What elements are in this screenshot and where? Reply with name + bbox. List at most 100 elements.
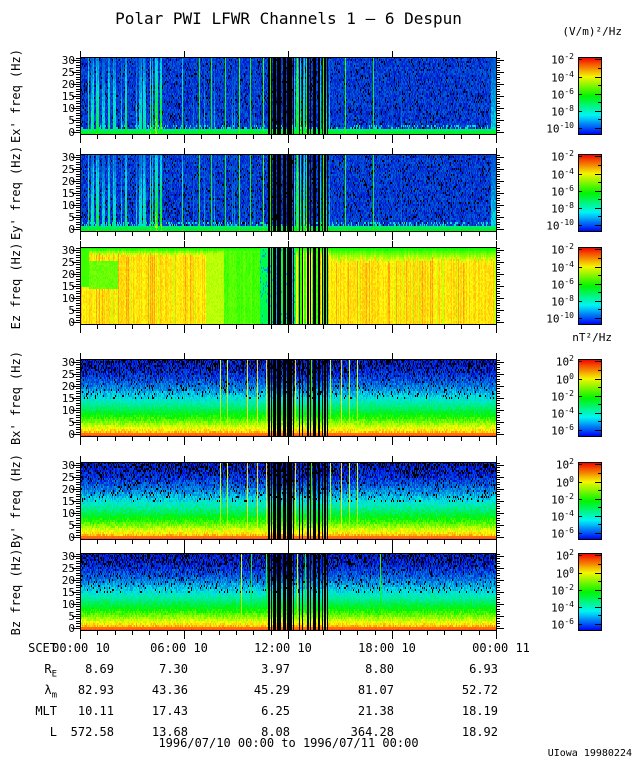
colorbar-tick-label: 100	[555, 474, 574, 490]
colorbar-tick-label: 102	[555, 548, 574, 563]
colorbar-tick-label: 10-2	[551, 242, 574, 257]
y-tick-label: 15	[61, 187, 75, 200]
y-tick-label: 15	[61, 495, 75, 508]
colorbar-tick-label: 10-10	[546, 217, 574, 233]
colorbar-tick-label: 10-2	[551, 388, 574, 404]
spectrogram-panel-by	[72, 456, 505, 548]
y-tick-label: 0	[68, 126, 75, 139]
colorbar-tick-label: 10-4	[551, 508, 574, 524]
ephemeris-value: 21.38	[357, 704, 394, 718]
y-tick-label: 30	[61, 550, 75, 563]
y-tick-label: 5	[68, 114, 75, 127]
colorbar-tick-label: 10-4	[551, 166, 574, 182]
ephemeris-value: 572.58	[70, 725, 114, 739]
y-tick-label: 20	[61, 574, 75, 587]
y-tick-label: 25	[61, 471, 75, 484]
y-tick-label: 10	[61, 598, 75, 611]
x-tick-label: 00:00 10	[52, 641, 110, 655]
colorbar-tick-label: 10-8	[551, 103, 574, 119]
colorbar-tick-label: 10-10	[546, 120, 574, 136]
y-tick-label: 30	[61, 54, 75, 67]
y-tick-label: 10	[61, 199, 75, 212]
y-tick-label: 5	[68, 519, 75, 532]
y-tick-label: 25	[61, 163, 75, 176]
ephemeris-value: 18.19	[461, 704, 498, 718]
ephemeris-row-label-r: RE	[44, 662, 57, 680]
x-tick-label: 06:00 10	[150, 641, 208, 655]
ephemeris-value: 8.80	[365, 662, 394, 676]
y-tick-label: 10	[61, 404, 75, 417]
colorbar-tick-label: 10-10	[546, 310, 574, 326]
colorbar-tick-label: 10-6	[551, 422, 574, 438]
spectrogram-panel-ez	[72, 241, 505, 333]
ephemeris-value: 3.97	[261, 662, 290, 676]
colorbar-tick-label: 102	[555, 354, 574, 369]
ephemeris-value: 45.29	[253, 683, 290, 697]
y-tick-label: 10	[61, 102, 75, 115]
y-tick-label: 0	[68, 223, 75, 236]
spectrogram-panel-ex	[72, 51, 505, 143]
ephemeris-value: 81.07	[357, 683, 394, 697]
colorbar-tick-label: 10-2	[551, 52, 574, 67]
colorbar-tick-label: 10-4	[551, 259, 574, 275]
time-range-label: 1996/07/10 00:00 to 1996/07/11 00:00	[158, 736, 419, 750]
x-tick-label: 12:00 10	[254, 641, 312, 655]
y-tick-label: 5	[68, 610, 75, 623]
y-tick-label: 30	[61, 244, 75, 257]
ephemeris-value: 52.72	[461, 683, 498, 697]
colorbar-bz	[578, 553, 602, 631]
y-tick-label: 20	[61, 380, 75, 393]
colorbar-tick-label: 10-6	[551, 183, 574, 199]
y-tick-label: 25	[61, 66, 75, 79]
y-tick-label: 0	[68, 428, 75, 441]
colorbar-tick-label: 10-2	[551, 149, 574, 164]
y-tick-label: 15	[61, 280, 75, 293]
y-axis-label-bx: Bx' freq (Hz)	[9, 351, 23, 445]
y-tick-label: 30	[61, 151, 75, 164]
colorbar-ey	[578, 154, 602, 232]
y-tick-label: 0	[68, 531, 75, 544]
colorbar-tick-label: 10-2	[551, 582, 574, 598]
ephemeris-value: 7.30	[159, 662, 188, 676]
y-axis-label-ey: Ey' freq (Hz)	[9, 146, 23, 240]
y-tick-label: 15	[61, 90, 75, 103]
colorbar-ex	[578, 57, 602, 135]
ephemeris-value: 8.69	[85, 662, 114, 676]
ephemeris-value: 82.93	[77, 683, 114, 697]
y-tick-label: 25	[61, 256, 75, 269]
colorbar-tick-label: 10-4	[551, 69, 574, 85]
colorbar-tick-label: 100	[555, 565, 574, 581]
colorbar-by	[578, 462, 602, 540]
ephemeris-value: 13.68	[151, 725, 188, 739]
y-tick-label: 15	[61, 392, 75, 405]
y-tick-label: 15	[61, 586, 75, 599]
colorbar-bx	[578, 359, 602, 437]
y-tick-label: 10	[61, 507, 75, 520]
y-tick-label: 30	[61, 459, 75, 472]
y-tick-label: 5	[68, 211, 75, 224]
y-tick-label: 20	[61, 175, 75, 188]
colorbar-tick-label: 10-4	[551, 599, 574, 615]
y-tick-label: 25	[61, 368, 75, 381]
x-tick-label: 00:00 11	[472, 641, 530, 655]
colorbar-tick-label: 10-6	[551, 276, 574, 292]
y-tick-label: 25	[61, 562, 75, 575]
y-tick-label: 20	[61, 483, 75, 496]
ephemeris-value: 6.93	[469, 662, 498, 676]
chart-title: Polar PWI LFWR Channels 1 — 6 Despun	[115, 9, 462, 28]
y-tick-label: 20	[61, 268, 75, 281]
y-tick-label: 0	[68, 316, 75, 329]
ephemeris-value: 43.36	[151, 683, 188, 697]
y-axis-label-ez: Ez freq (Hz)	[9, 242, 23, 330]
colorbar-ez	[578, 247, 602, 325]
spectrogram-panel-bz	[72, 547, 505, 639]
colorbar-tick-label: 10-6	[551, 86, 574, 102]
y-axis-label-ex: Ex' freq (Hz)	[9, 49, 23, 143]
x-tick-label: 18:00 10	[358, 641, 416, 655]
spectrogram-panel-bx	[72, 353, 505, 445]
y-tick-label: 5	[68, 304, 75, 317]
ephemeris-value: 6.25	[261, 704, 290, 718]
ephemeris-value: 10.11	[77, 704, 114, 718]
ephemeris-row-label-scet: SCET	[28, 641, 57, 655]
